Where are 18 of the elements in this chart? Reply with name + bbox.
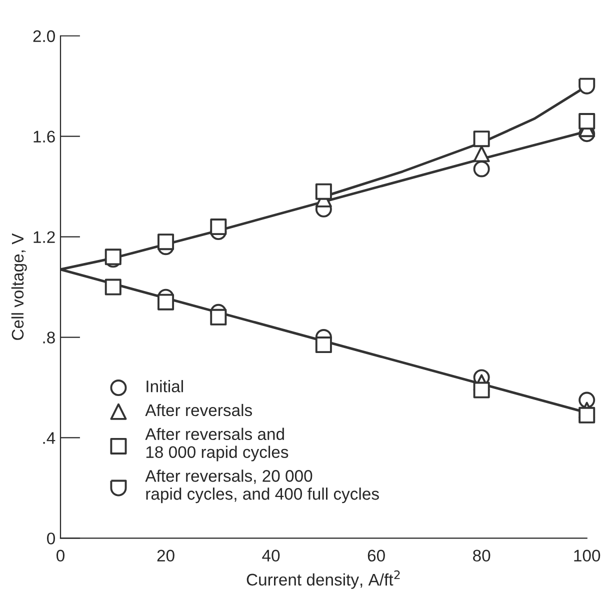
- y-axis-title: Cell voltage, V: [11, 233, 27, 340]
- x-tick-label: 0: [56, 550, 64, 562]
- y-tick-label: .4: [43, 432, 56, 444]
- x-tick-label: 100: [574, 550, 600, 562]
- x-axis-title: Current density, A/ft$^{2}$: [246, 570, 400, 589]
- y-tick-label: .8: [43, 332, 55, 344]
- x-tick-label: 20: [157, 550, 174, 562]
- y-tick-label: 1.2: [34, 231, 55, 243]
- y-tick-label: 1.6: [34, 130, 55, 143]
- legend-label: After reversals and 18 000 rapid cycles: [145, 428, 288, 462]
- x-tick-label: 40: [262, 550, 280, 562]
- y-tick-label: 2.0: [33, 30, 55, 42]
- x-tick-label: 60: [368, 550, 385, 562]
- y-tick-label: 0: [47, 532, 55, 544]
- legend-label: After reversals, 20 000 rapid cycles, and 400 full cycles: [145, 470, 379, 504]
- x-tick-label: 80: [473, 550, 490, 562]
- legend-label: After reversals: [145, 404, 252, 416]
- legend-label: Initial: [146, 380, 183, 392]
